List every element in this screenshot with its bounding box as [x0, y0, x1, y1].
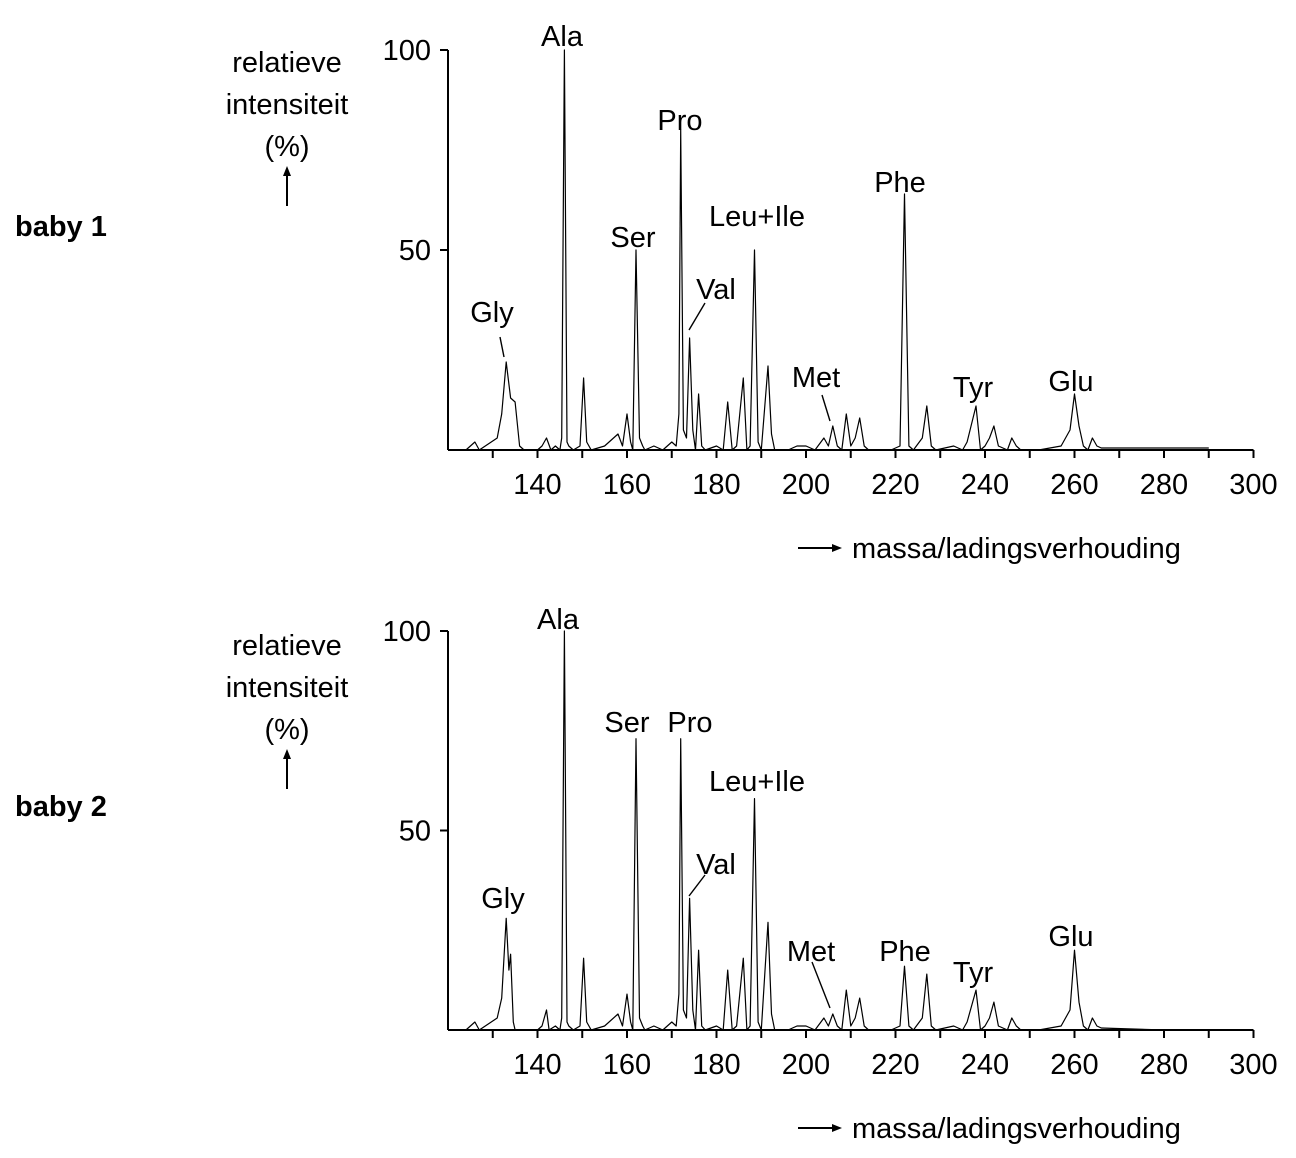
x-tick-label: 300 — [1229, 469, 1277, 501]
x-tick-label: 180 — [692, 1049, 740, 1081]
peak-leader-line — [688, 874, 706, 897]
panel-1: baby 1 relatieve intensiteit (%) 50 100 140 160… — [15, 21, 1278, 565]
x-axis-label: massa/ladingsverhouding — [852, 1113, 1181, 1145]
x-tick-label: 300 — [1229, 1049, 1277, 1081]
x-tick-label: 280 — [1140, 1049, 1188, 1081]
peak-label: Met — [787, 936, 835, 968]
spectrum-trace — [465, 49, 1209, 451]
peak-leader-line — [811, 961, 831, 1009]
peak-label: Ser — [610, 222, 655, 254]
x-tick-label: 160 — [603, 1049, 651, 1081]
y-axis-label-line: relatieve — [232, 630, 342, 662]
x-tick-label: 220 — [871, 1049, 919, 1081]
y-axis-label-line: intensiteit — [226, 672, 349, 704]
panel-2: baby 2 relatieve intensiteit (%) 50 100 140 160… — [15, 604, 1278, 1145]
x-axis-arrowhead-icon — [832, 1124, 842, 1132]
peak-label: Gly — [481, 883, 525, 915]
peak-leader-line — [688, 302, 706, 331]
peak-label: Met — [792, 362, 840, 394]
peak-label: Ser — [604, 707, 649, 739]
x-tick-label: 280 — [1140, 469, 1188, 501]
peak-label: Ala — [537, 604, 580, 636]
x-tick-label: 240 — [961, 1049, 1009, 1081]
x-tick-label: 240 — [961, 469, 1009, 501]
peak-leader-line — [821, 394, 831, 422]
x-tick-label: 260 — [1050, 1049, 1098, 1081]
peak-label: Phe — [874, 167, 926, 199]
y-axis-label-line: relatieve — [232, 47, 342, 79]
x-tick-label: 200 — [782, 469, 830, 501]
peak-label: Val — [696, 274, 736, 306]
x-tick-label: 200 — [782, 1049, 830, 1081]
y-tick-label: 50 — [399, 235, 431, 267]
x-tick-label: 140 — [513, 1049, 561, 1081]
peak-label: Pro — [657, 105, 702, 137]
x-axis-arrowhead-icon — [832, 544, 842, 552]
peak-leader-line — [499, 336, 505, 358]
y-axis-label-line: intensiteit — [226, 89, 349, 121]
y-tick-label: 100 — [383, 35, 431, 67]
peak-label: Val — [696, 849, 736, 881]
x-tick-label: 260 — [1050, 469, 1098, 501]
panel-label: baby 2 — [15, 791, 107, 823]
y-axis-label-line: (%) — [264, 131, 309, 163]
x-axis-label: massa/ladingsverhouding — [852, 533, 1181, 565]
peak-label: Tyr — [953, 957, 994, 989]
y-axis-arrowhead-icon — [283, 166, 291, 176]
peak-label: Leu+Ile — [709, 766, 805, 798]
y-tick-label: 50 — [399, 816, 431, 848]
x-tick-label: 220 — [871, 469, 919, 501]
y-tick-label: 100 — [383, 616, 431, 648]
spectrum-trace — [465, 630, 1165, 1031]
x-tick-label: 180 — [692, 469, 740, 501]
panel-label: baby 1 — [15, 211, 107, 243]
x-tick-label: 140 — [513, 469, 561, 501]
peak-label: Phe — [879, 936, 931, 968]
peak-label: Glu — [1048, 366, 1093, 398]
peak-label: Pro — [667, 707, 712, 739]
x-tick-label: 160 — [603, 469, 651, 501]
peak-label: Gly — [470, 297, 514, 329]
peak-label: Glu — [1048, 921, 1093, 953]
y-axis-arrowhead-icon — [283, 749, 291, 759]
peak-label: Leu+Ile — [709, 201, 805, 233]
peak-label: Ala — [541, 21, 584, 53]
peak-label: Tyr — [953, 372, 994, 404]
y-axis-label-line: (%) — [264, 714, 309, 746]
